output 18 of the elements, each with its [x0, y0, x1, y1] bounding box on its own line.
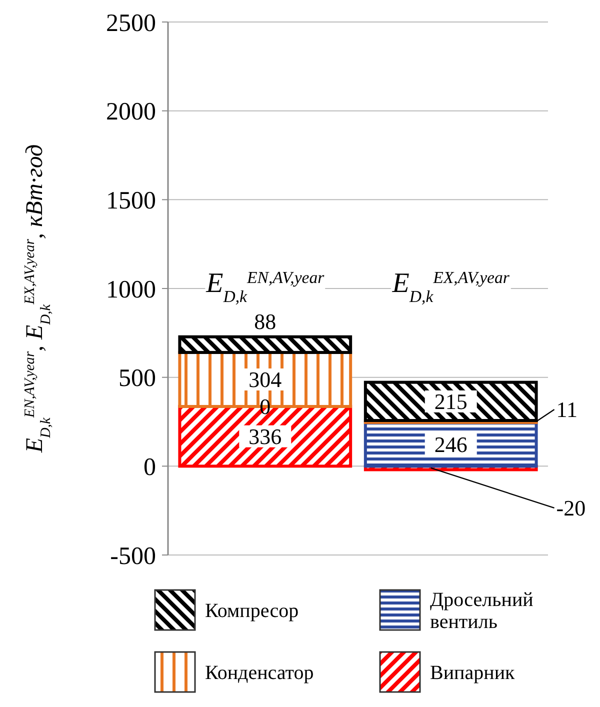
y-tick-label: 1000	[106, 276, 156, 304]
data-label: 336	[248, 424, 282, 450]
data-label: 215	[434, 389, 468, 414]
y-tick-label: 2500	[106, 10, 156, 37]
data-label: 304	[248, 367, 282, 392]
legend-label: Конденсатор	[205, 662, 314, 684]
y-tick-label: 1500	[106, 187, 156, 214]
y-tick-label: 500	[118, 365, 156, 392]
data-label: 246	[434, 432, 468, 458]
legend-label: Випарник	[430, 662, 516, 684]
data-label: -20	[556, 496, 586, 521]
data-label: 11	[556, 397, 578, 422]
data-label: 88	[254, 308, 276, 334]
y-tick-label: 0	[144, 454, 156, 481]
legend-label: Дросельний вентиль	[430, 589, 534, 633]
y-tick-label: 2000	[106, 98, 156, 126]
legend-label: Компресор	[205, 600, 299, 622]
y-tick-label: -500	[110, 542, 156, 570]
